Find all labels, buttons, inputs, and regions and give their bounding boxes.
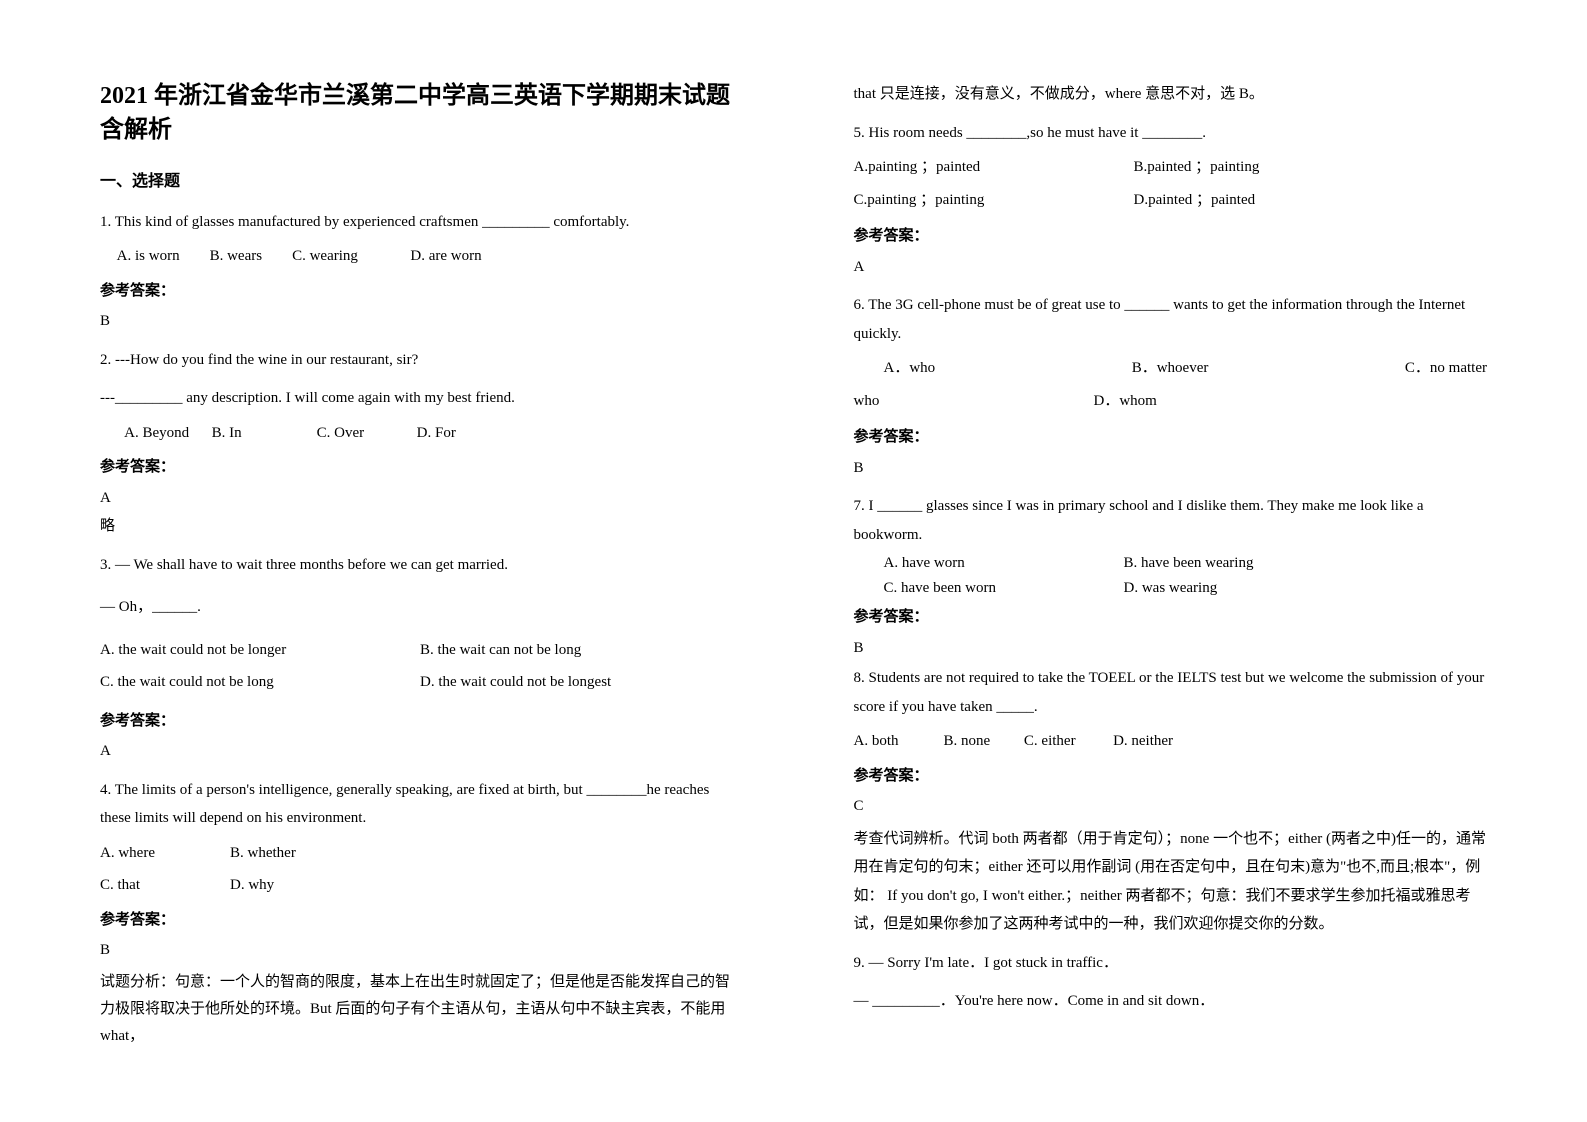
q5-opts-row2: C.painting ；painting D.painted ；painted [854,186,1488,215]
q3-optA: A. the wait could not be longer [100,636,380,665]
q7-optD: D. was wearing [1124,578,1218,599]
section-heading: 一、选择题 [100,167,734,197]
q4-ans: B [100,936,734,965]
q4-optD: D. why [230,871,274,900]
q8-ans-label: 参考答案： [854,762,1488,791]
q1-options: A. is worn B. wears C. wearing D. are wo… [110,242,734,271]
q2-ans-label: 参考答案： [100,453,734,482]
q1-text: 1. This kind of glasses manufactured by … [100,208,734,237]
q2-ans: A [100,484,734,513]
q8-text: 8. Students are not required to take the… [854,664,1488,721]
q5-ans: A [854,253,1488,282]
q3-ans: A [100,737,734,766]
q6-optC: C．no matter [1405,354,1487,383]
q8-ans: C [854,792,1488,821]
q6-optB: B．whoever [1132,354,1209,383]
q5-ans-label: 参考答案： [854,222,1488,251]
q4-text: 4. The limits of a person's intelligence… [100,776,734,833]
q3-opts-row1: A. the wait could not be longer B. the w… [100,636,734,665]
q3-optC: C. the wait could not be long [100,668,380,697]
q4-optA: A. where [100,839,190,868]
q9-line1: 9. — Sorry I'm late．I got stuck in traff… [854,949,1488,978]
q1-ans: B [100,307,734,336]
q6-optD: D．whom [1094,387,1157,416]
q3-opts-row2: C. the wait could not be long D. the wai… [100,668,734,697]
q3-line2: — Oh，______. [100,593,734,622]
q2-note: 略 [100,512,734,541]
q7-optC: C. have been worn [884,578,1084,599]
left-column: 2021 年浙江省金华市兰溪第二中学高三英语下学期期末试题含解析 一、选择题 1… [0,0,794,1122]
q3-line1: 3. — We shall have to wait three months … [100,551,734,580]
q4-optB: B. whether [230,839,296,868]
q4-opts-row2: C. that D. why [100,871,734,900]
q6-opts-row2: who D．whom [854,387,1488,416]
q7-text: 7. I ______ glasses since I was in prima… [854,492,1488,549]
q2-line1: 2. ---How do you find the wine in our re… [100,346,734,375]
q6-ans-label: 参考答案： [854,423,1488,452]
q6-optC2: who [854,387,1054,416]
q4-opts-row1: A. where B. whether [100,839,734,868]
q8-expl: 考查代词辨析。代词 both 两者都（用于肯定句）；none 一个也不；eith… [854,825,1488,939]
q7-opts-row2: C. have been worn D. was wearing [884,578,1488,599]
q7-opts-row1: A. have worn B. have been wearing [884,553,1488,574]
page-title: 2021 年浙江省金华市兰溪第二中学高三英语下学期期末试题含解析 [100,80,734,147]
q5-text: 5. His room needs ________,so he must ha… [854,119,1488,148]
q4-ans-label: 参考答案： [100,906,734,935]
q5-optA: A.painting ；painted [854,153,1094,182]
q4-optC: C. that [100,871,190,900]
q3-ans-label: 参考答案： [100,707,734,736]
page-container: 2021 年浙江省金华市兰溪第二中学高三英语下学期期末试题含解析 一、选择题 1… [0,0,1587,1122]
q5-optB: B.painted ；painting [1134,153,1260,182]
q3-optB: B. the wait can not be long [420,636,581,665]
q6-text: 6. The 3G cell-phone must be of great us… [854,291,1488,348]
q5-optD: D.painted ；painted [1134,186,1256,215]
q2-options: A. Beyond B. In C. Over D. For [110,419,734,448]
q3-optD: D. the wait could not be longest [420,668,611,697]
q1-ans-label: 参考答案： [100,277,734,306]
q2-line2: ---_________ any description. I will com… [100,384,734,413]
q7-optB: B. have been wearing [1124,553,1254,574]
q4-expl-cont: that 只是连接，没有意义，不做成分，where 意思不对，选 B。 [854,80,1488,109]
q5-optC: C.painting ；painting [854,186,1094,215]
q7-ans: B [854,634,1488,663]
q6-ans: B [854,454,1488,483]
q6-optA: A．who [884,354,936,383]
q4-expl: 试题分析：句意：一个人的智商的限度，基本上在出生时就固定了；但是他是否能发挥自己… [100,969,734,1050]
q8-options: A. both B. none C. either D. neither [854,727,1488,756]
q9-line2: — _________．You're here now．Come in and … [854,987,1488,1016]
right-column: that 只是连接，没有意义，不做成分，where 意思不对，选 B。 5. H… [794,0,1587,1122]
q6-opts-row1: A．who B．whoever C．no matter [854,354,1488,383]
q7-optA: A. have worn [884,553,1084,574]
q7-ans-label: 参考答案： [854,603,1488,632]
q5-opts-row1: A.painting ；painted B.painted ；painting [854,153,1488,182]
